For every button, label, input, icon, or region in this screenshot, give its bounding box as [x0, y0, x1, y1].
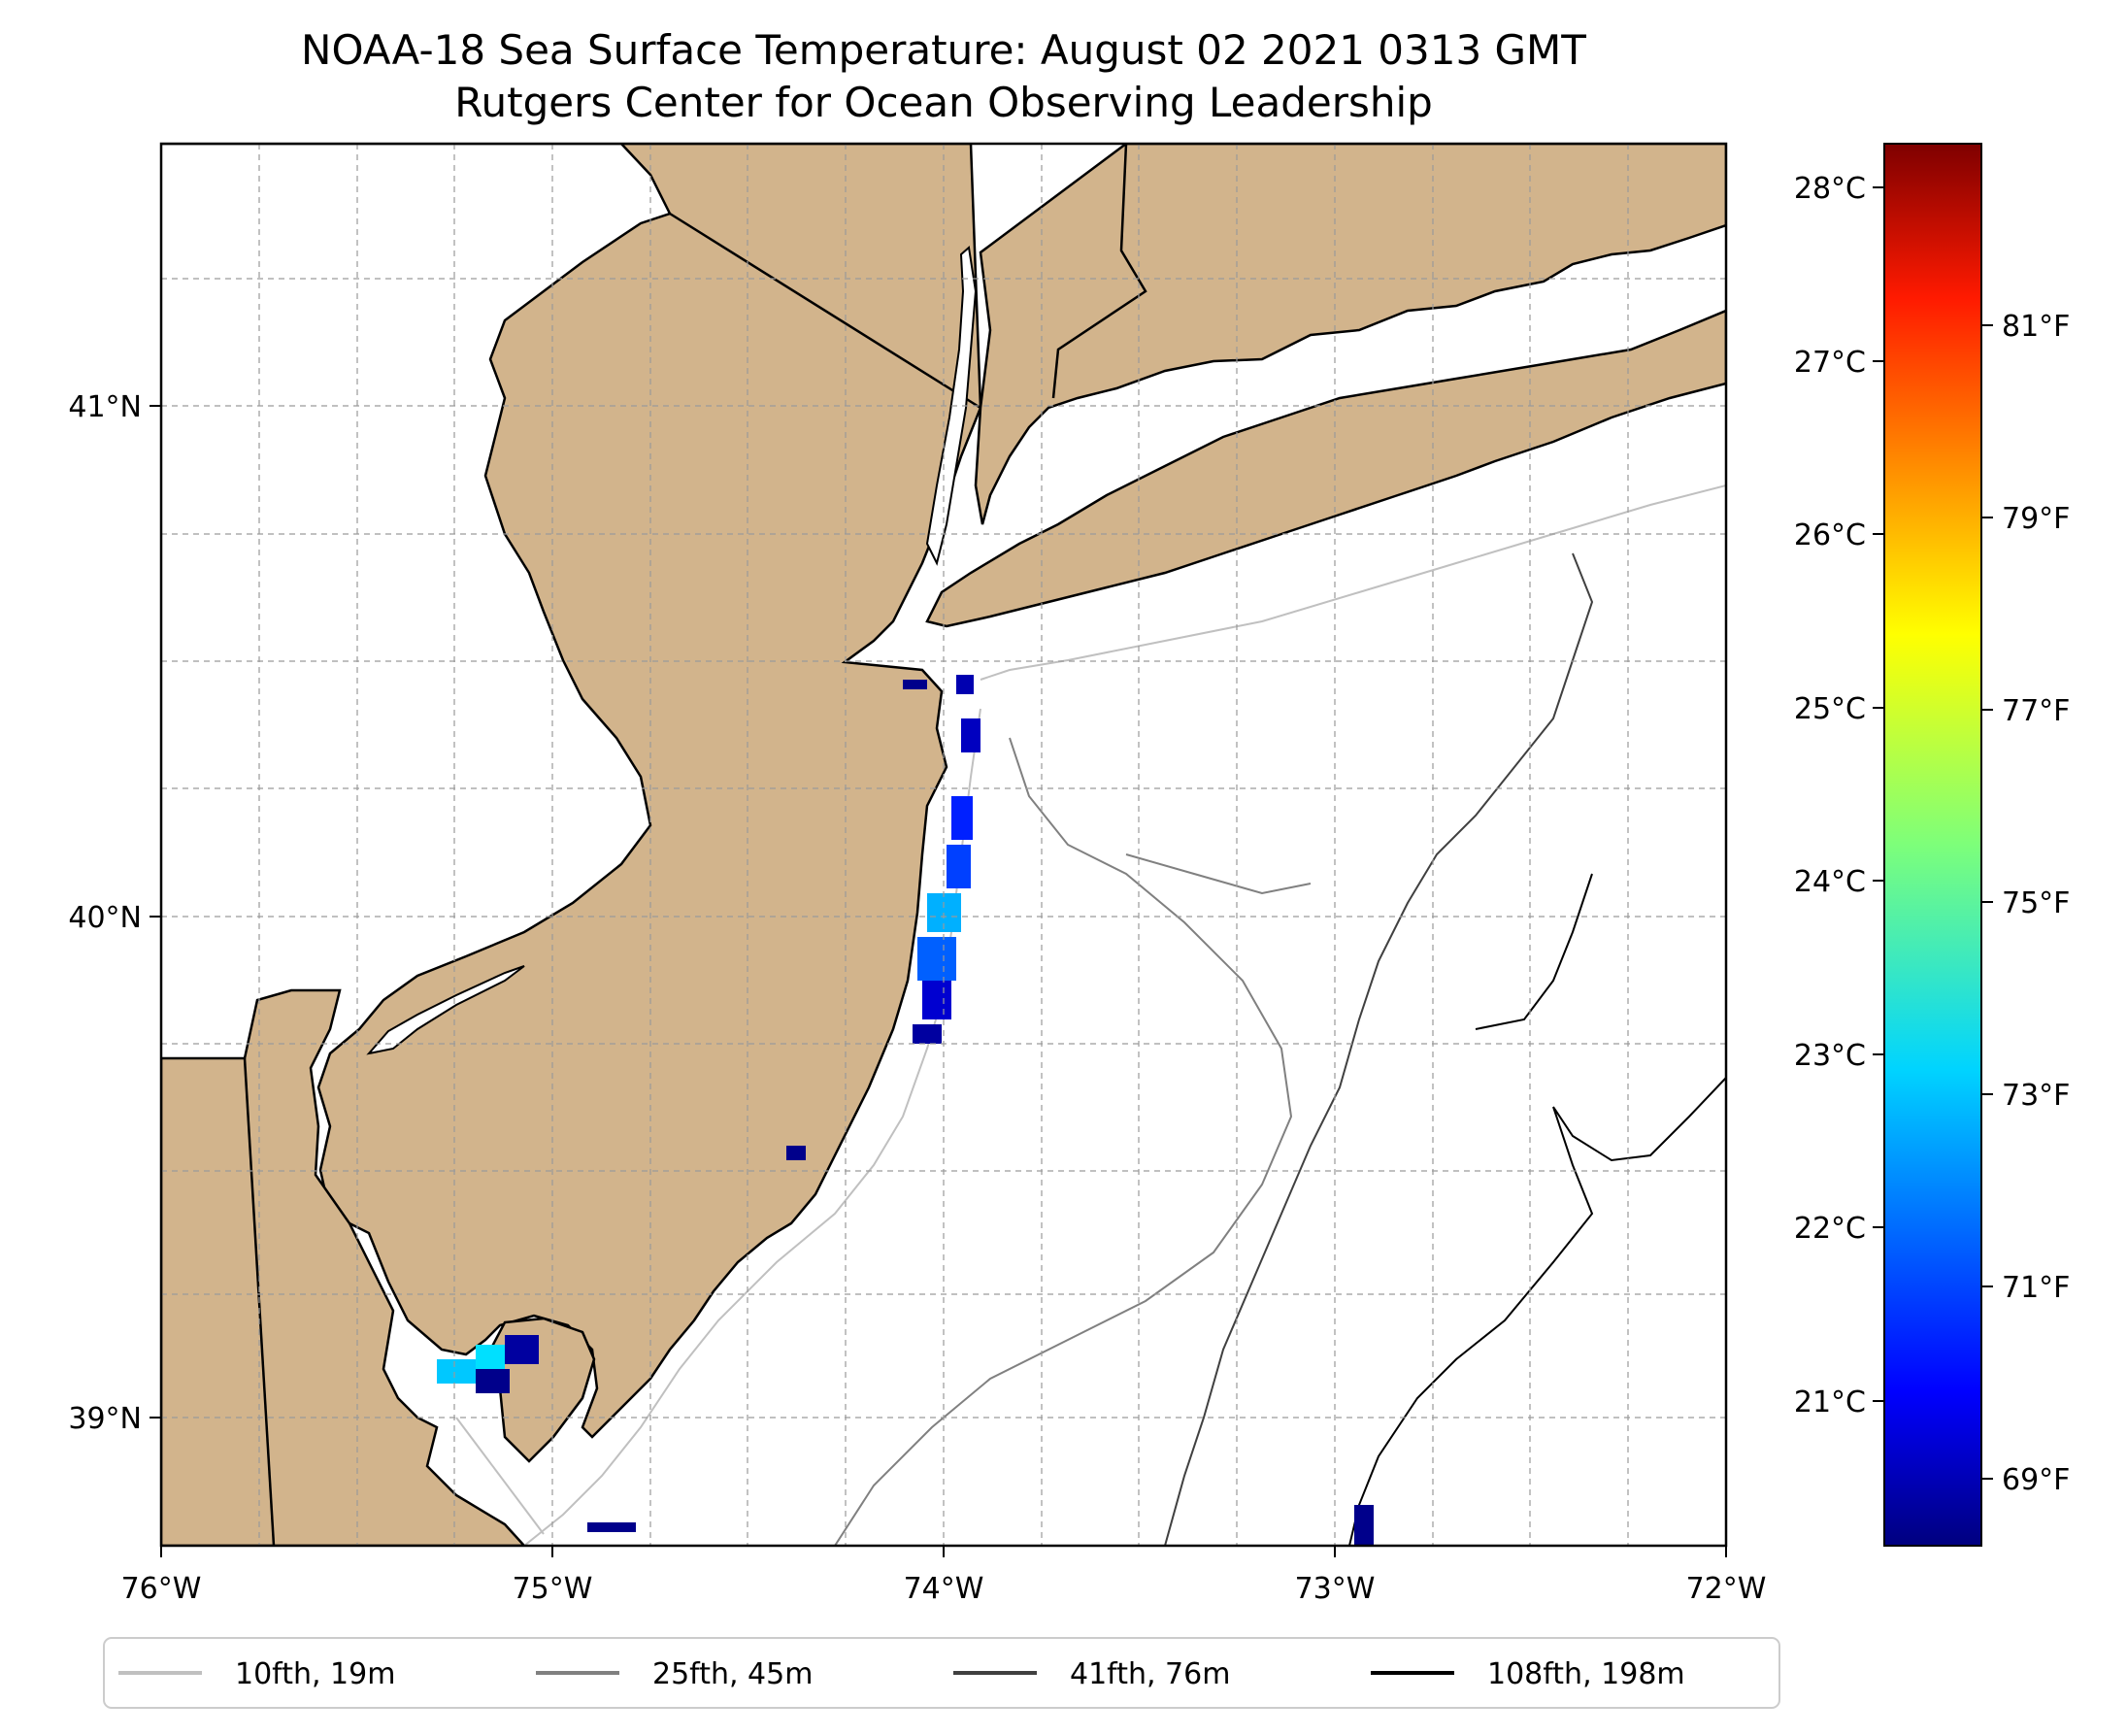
legend-label-108fth: 108fth, 198m [1487, 1657, 1685, 1691]
legend-label-25fth: 25fth, 45m [652, 1657, 813, 1691]
sst-patch [505, 1335, 539, 1364]
title-line-2: Rutgers Center for Ocean Observing Leade… [454, 79, 1433, 126]
x-tick-label: 73°W [1295, 1572, 1376, 1606]
sst-patch [903, 680, 927, 689]
sst-patch [956, 675, 974, 694]
state-border-ny-ct [1051, 144, 1147, 399]
colorbar: 28°C 27°C 26°C 25°C 24°C 23°C 22°C 21°C … [1794, 143, 2070, 1547]
colorbar-celsius-label: 27°C [1794, 346, 1866, 380]
x-tick-label: 75°W [513, 1572, 593, 1606]
sst-patch [1354, 1505, 1374, 1546]
colorbar-celsius-label: 28°C [1794, 172, 1866, 206]
depth-contour-41fth [1164, 552, 1594, 1546]
state-border-ny-nj [669, 212, 981, 410]
land-delmarva [161, 988, 526, 1546]
map-gridlines [161, 144, 1726, 1546]
sst-patch [917, 937, 956, 981]
x-tick-label: 74°W [904, 1572, 984, 1606]
land-long-island [925, 309, 1726, 628]
x-tick-label: 72°W [1686, 1572, 1767, 1606]
sst-data-pixels [437, 675, 1374, 1546]
y-tick-label: 40°N [68, 901, 142, 935]
depth-contour-108fth [1348, 873, 1726, 1546]
colorbar-celsius-label: 22°C [1794, 1212, 1866, 1246]
colorbar-fahrenheit-label: 69°F [2002, 1463, 2070, 1497]
colorbar-fahrenheit-label: 73°F [2002, 1079, 2070, 1113]
colorbar-celsius-label: 21°C [1794, 1385, 1866, 1419]
legend-label-10fth: 10fth, 19m [235, 1657, 395, 1691]
sst-patch [922, 981, 951, 1019]
delaware-river [366, 965, 525, 1055]
title-line-1: NOAA-18 Sea Surface Temperature: August … [301, 26, 1586, 74]
map-panel [161, 144, 1726, 1546]
legend-label-41fth: 41fth, 76m [1070, 1657, 1230, 1691]
sst-patch [587, 1522, 636, 1532]
colorbar-fahrenheit-label: 77°F [2002, 694, 2070, 728]
colorbar-fahrenheit-label: 71°F [2002, 1271, 2070, 1305]
depth-contour-25fth [834, 737, 1312, 1546]
land-ny-ct [974, 144, 1726, 525]
sst-patch [961, 718, 980, 752]
y-tick-label: 41°N [68, 390, 142, 424]
colorbar-fahrenheit-label: 75°F [2002, 886, 2070, 920]
legend-box [103, 1637, 1780, 1709]
colorbar-celsius-label: 26°C [1794, 518, 1866, 552]
colorbar-celsius-label: 24°C [1794, 865, 1866, 899]
colorbar-fahrenheit-ticks [1981, 324, 1993, 1480]
axis-ticks [150, 405, 1727, 1557]
sst-patch [947, 845, 971, 888]
depth-legend: 10fth, 19m 25fth, 45m 41fth, 76m 108fth,… [103, 1637, 1780, 1709]
colorbar-gradient [1883, 143, 1982, 1547]
colorbar-celsius-label: 25°C [1794, 692, 1866, 726]
sst-patch [913, 1024, 942, 1044]
colorbar-fahrenheit-label: 81°F [2002, 310, 2070, 344]
colorbar-celsius-label: 23°C [1794, 1039, 1866, 1073]
sst-patch [476, 1369, 510, 1393]
sst-patch [786, 1146, 806, 1160]
colorbar-celsius-ticks [1873, 186, 1884, 1402]
y-tick-label: 39°N [68, 1402, 142, 1436]
colorbar-fahrenheit-label: 79°F [2002, 502, 2070, 536]
x-tick-label: 76°W [121, 1572, 202, 1606]
sst-patch [951, 796, 973, 840]
